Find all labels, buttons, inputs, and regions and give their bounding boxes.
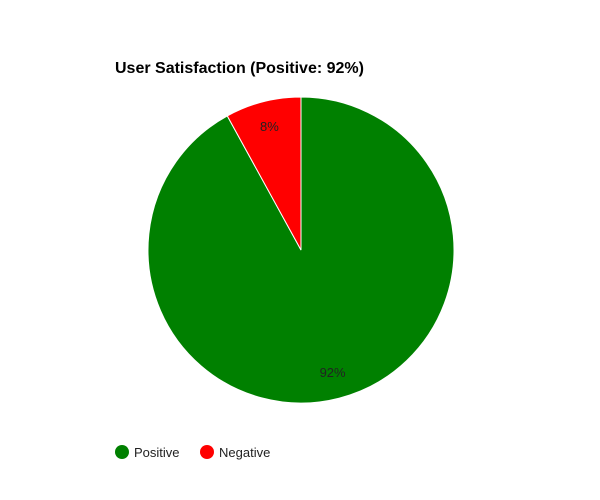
slice-label-positive: 92% bbox=[320, 365, 346, 380]
legend-marker-positive bbox=[115, 445, 129, 459]
legend-label-positive: Positive bbox=[134, 445, 180, 460]
chart-title: User Satisfaction (Positive: 92%) bbox=[115, 60, 364, 77]
slice-label-negative: 8% bbox=[260, 119, 279, 134]
pie-slices bbox=[147, 96, 455, 404]
legend-marker-negative bbox=[200, 445, 214, 459]
pie-slice-negative bbox=[226, 96, 302, 251]
pie-slice-labels: 92% 8% bbox=[260, 119, 346, 380]
legend: Positive Negative bbox=[115, 445, 270, 460]
legend-label-negative: Negative bbox=[219, 445, 270, 460]
